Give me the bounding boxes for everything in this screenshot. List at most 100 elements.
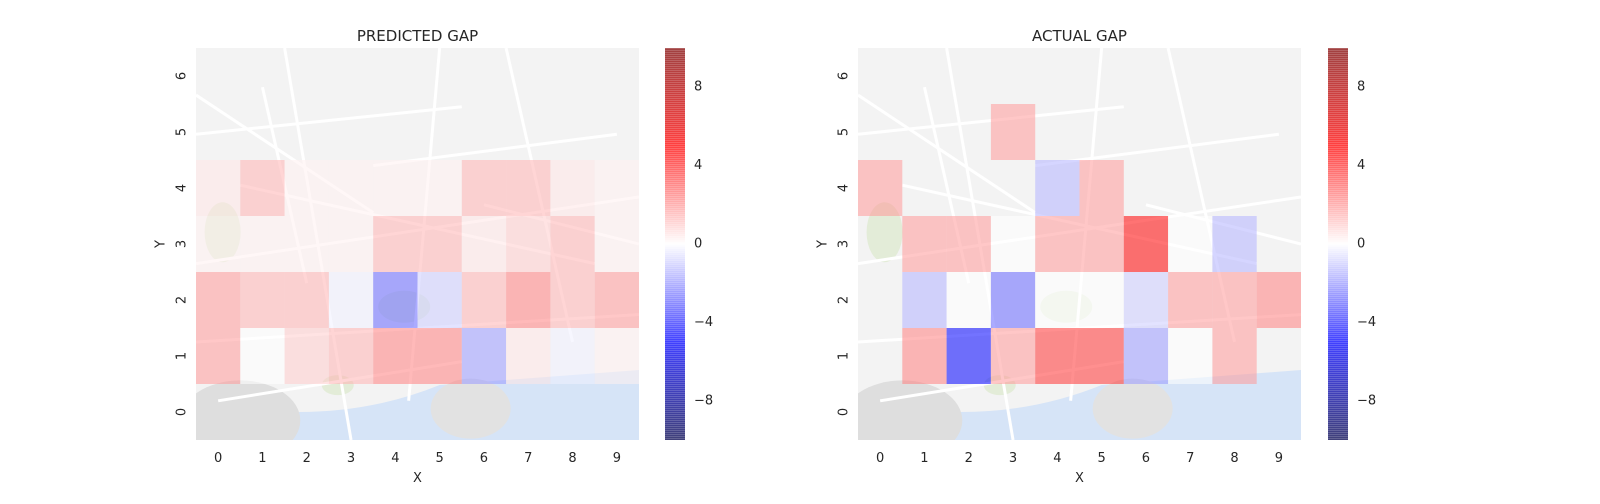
- heatmap-cell: [858, 160, 903, 216]
- colorbar-tick-label: −8: [694, 393, 713, 408]
- heatmap-cell: [506, 328, 551, 384]
- x-axis-label: X: [1075, 471, 1084, 486]
- heatmap-cell: [594, 272, 639, 328]
- colorbar-tick-label: −4: [694, 315, 713, 330]
- heatmap-cell: [328, 328, 374, 384]
- heatmap-cell: [594, 160, 639, 216]
- heatmap-cell: [240, 216, 285, 272]
- colorbar-tick-label: 4: [1357, 158, 1365, 173]
- y-tick-label: 4: [837, 184, 852, 192]
- x-tick-label: 1: [258, 451, 266, 466]
- heatmap-cell: [1212, 272, 1257, 328]
- heatmap-cell: [1123, 272, 1169, 328]
- x-tick-label: 4: [1053, 451, 1061, 466]
- heatmap-cell: [1256, 272, 1301, 328]
- heatmap-cell: [1168, 272, 1213, 328]
- y-tick-label: 5: [175, 128, 190, 136]
- heatmap-cell: [990, 104, 1036, 160]
- chart-title: ACTUAL GAP: [1032, 27, 1127, 45]
- x-tick-label: 1: [920, 451, 928, 466]
- heatmap-cell: [284, 216, 329, 272]
- heatmap-cell: [1212, 216, 1257, 272]
- heatmap-cell: [1079, 160, 1124, 216]
- heatmap-cell: [902, 328, 947, 384]
- x-tick-label: 9: [613, 451, 621, 466]
- heatmap-cell: [902, 216, 947, 272]
- heatmap-cells: [858, 104, 1301, 384]
- heatmap-cell: [417, 160, 462, 216]
- heatmap-panel-2: ACTUAL GAP 0 1 2 3 4 5 6 7 8 9 0 1 2 3 4 5 6 X Y: [816, 27, 1301, 486]
- heatmap-cell: [240, 160, 285, 216]
- heatmap-cell: [946, 328, 991, 384]
- heatmap-cell: [506, 272, 551, 328]
- heatmap-cell: [1079, 272, 1124, 328]
- heatmap-cell: [284, 160, 329, 216]
- x-tick-label: 9: [1275, 451, 1283, 466]
- x-tick-label: 8: [1230, 451, 1238, 466]
- x-tick-label: 0: [876, 451, 884, 466]
- heatmap-cell: [417, 328, 462, 384]
- heatmap-cell: [196, 160, 241, 216]
- heatmap-cell: [506, 160, 551, 216]
- heatmap-cell: [373, 328, 418, 384]
- heatmap-cell: [373, 272, 418, 328]
- colorbar-tick-label: 0: [1357, 237, 1365, 252]
- heatmap-cell: [990, 216, 1036, 272]
- y-tick-label: 1: [837, 352, 852, 360]
- heatmap-cell: [1212, 328, 1257, 384]
- y-axis-label: Y: [154, 240, 169, 249]
- heatmap-cell: [1035, 328, 1080, 384]
- x-tick-label: 7: [1186, 451, 1194, 466]
- heatmap-cell: [461, 160, 507, 216]
- heatmap-cell: [417, 272, 462, 328]
- heatmap-cell: [1079, 328, 1124, 384]
- x-tick-label: 2: [965, 451, 973, 466]
- y-tick-label: 1: [175, 352, 190, 360]
- heatmap-cell: [990, 328, 1036, 384]
- y-tick-label: 2: [837, 296, 852, 304]
- heatmap-cell: [196, 216, 241, 272]
- heatmap-cell: [240, 272, 285, 328]
- heatmap-cell: [594, 328, 639, 384]
- colorbar: −8 −4 0 4 8: [1328, 48, 1376, 440]
- heatmap-cell: [1168, 328, 1213, 384]
- y-tick-label: 3: [175, 240, 190, 248]
- y-tick-label: 5: [837, 128, 852, 136]
- y-tick-label: 0: [837, 408, 852, 416]
- heatmap-cell: [550, 160, 595, 216]
- heatmap-cell: [902, 272, 947, 328]
- heatmap-cells: [196, 160, 639, 384]
- heatmap-cell: [1035, 216, 1080, 272]
- heatmap-cell: [1035, 272, 1080, 328]
- x-tick-label: 6: [480, 451, 488, 466]
- heatmap-cell: [461, 272, 507, 328]
- x-tick-label: 7: [524, 451, 532, 466]
- y-axis-label: Y: [816, 240, 831, 249]
- x-tick-label: 5: [1098, 451, 1106, 466]
- heatmap-cell: [373, 160, 418, 216]
- heatmap-cell: [506, 216, 551, 272]
- heatmap-cell: [1079, 216, 1124, 272]
- x-axis-label: X: [413, 471, 422, 486]
- heatmap-cell: [284, 272, 329, 328]
- heatmap-cell: [417, 216, 462, 272]
- y-tick-label: 6: [175, 72, 190, 80]
- x-tick-label: 5: [436, 451, 444, 466]
- heatmap-cell: [328, 216, 374, 272]
- x-tick-label: 4: [391, 451, 399, 466]
- heatmap-cell: [1123, 328, 1169, 384]
- heatmap-cell: [328, 160, 374, 216]
- x-tick-label: 2: [303, 451, 311, 466]
- x-tick-label: 0: [214, 451, 222, 466]
- colorbar-tick-label: 4: [694, 158, 702, 173]
- y-tick-label: 2: [175, 296, 190, 304]
- y-tick-label: 6: [837, 72, 852, 80]
- heatmap-cell: [328, 272, 374, 328]
- colorbar-tick-label: 8: [1357, 80, 1365, 95]
- heatmap-cell: [373, 216, 418, 272]
- heatmap-cell: [1168, 216, 1213, 272]
- heatmap-cell: [594, 216, 639, 272]
- heatmap-cell: [240, 328, 285, 384]
